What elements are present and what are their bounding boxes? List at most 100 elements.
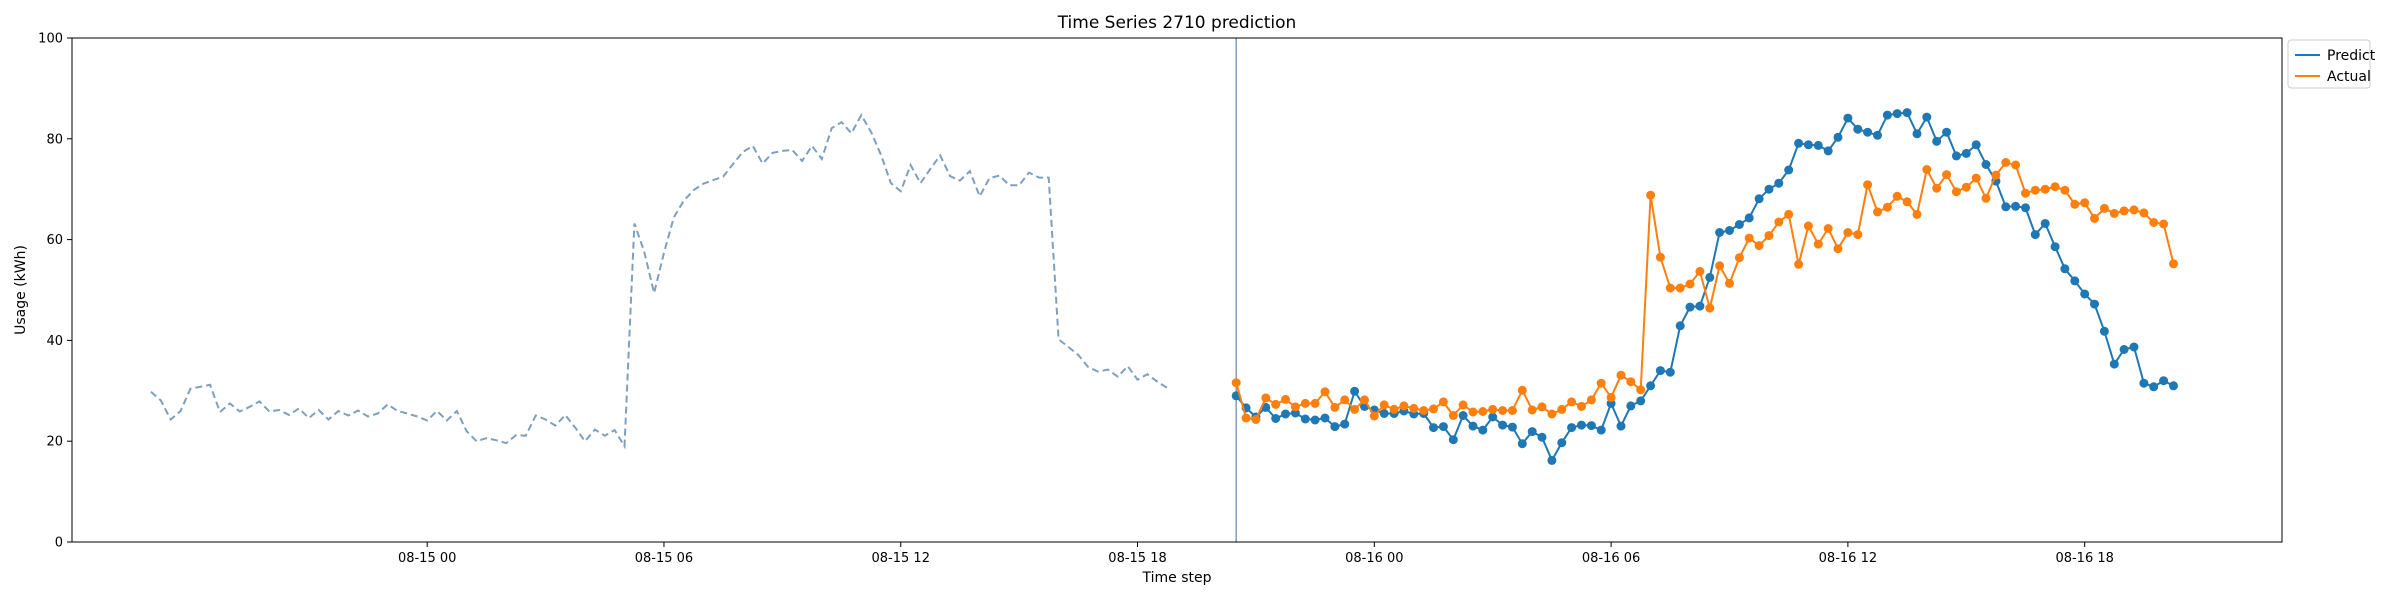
data-point-predict — [1892, 109, 1902, 119]
data-point-actual — [1971, 173, 1981, 183]
data-point-predict — [1271, 414, 1281, 423]
data-point-actual — [1360, 395, 1369, 405]
data-point-actual — [1991, 170, 2001, 180]
history-line — [150, 113, 1168, 450]
data-point-actual — [1951, 187, 1961, 197]
data-point-predict — [1675, 321, 1685, 331]
data-point-actual — [1606, 392, 1616, 402]
data-point-predict — [2109, 359, 2119, 369]
data-point-predict — [1547, 455, 1557, 465]
data-point-actual — [1715, 261, 1725, 271]
data-point-predict — [2080, 289, 2090, 299]
data-point-actual — [1488, 404, 1498, 414]
data-point-actual — [2011, 160, 2021, 170]
data-point-actual — [2169, 259, 2178, 269]
data-point-actual — [1873, 207, 1882, 217]
data-point-predict — [1951, 151, 1961, 161]
data-point-predict — [1567, 423, 1577, 433]
data-point-actual — [2050, 182, 2060, 192]
data-point-predict — [1330, 422, 1340, 432]
data-point-actual — [1557, 404, 1567, 414]
data-point-predict — [1468, 421, 1478, 431]
data-point-actual — [2021, 188, 2030, 198]
data-point-actual — [1596, 378, 1606, 388]
x-axis-label: Time step — [1142, 570, 1212, 586]
data-point-actual — [1626, 377, 1636, 387]
data-point-actual — [1685, 279, 1695, 289]
data-point-predict — [1863, 127, 1873, 137]
data-point-predict — [1695, 301, 1705, 311]
data-point-predict — [1527, 427, 1537, 437]
data-point-predict — [2050, 242, 2060, 252]
data-point-predict — [1429, 423, 1438, 433]
data-point-actual — [1705, 303, 1715, 313]
data-point-actual — [2040, 184, 2050, 194]
data-point-actual — [1468, 407, 1478, 417]
data-point-actual — [2060, 185, 2070, 195]
data-point-predict — [2040, 219, 2050, 228]
data-point-actual — [1251, 415, 1261, 424]
data-point-actual — [2070, 199, 2080, 209]
data-point-actual — [1350, 404, 1360, 414]
data-point-predict — [1774, 178, 1784, 188]
data-point-actual — [1764, 231, 1774, 241]
data-point-predict — [1379, 409, 1389, 418]
x-tick-label: 08-16 06 — [1582, 551, 1640, 566]
data-point-predict — [1725, 226, 1734, 235]
plot-frame — [71, 37, 2283, 543]
data-point-predict — [2001, 202, 2011, 212]
data-point-actual — [1271, 399, 1281, 409]
data-point-predict — [1596, 425, 1606, 435]
data-point-actual — [2099, 203, 2109, 213]
data-point-actual — [1725, 278, 1734, 288]
data-point-predict — [1507, 422, 1517, 432]
y-tick-label: 40 — [46, 334, 63, 349]
data-point-predict — [2060, 264, 2070, 274]
data-point-predict — [2159, 376, 2169, 386]
data-point-predict — [1498, 420, 1508, 430]
data-point-actual — [1655, 252, 1665, 262]
data-point-actual — [1754, 241, 1764, 251]
data-point-actual — [1241, 413, 1251, 423]
data-point-predict — [1754, 194, 1764, 204]
data-point-actual — [1853, 230, 1863, 240]
data-point-predict — [1734, 220, 1744, 229]
data-point-predict — [2030, 230, 2040, 240]
data-point-actual — [2129, 205, 2139, 215]
data-point-predict — [1902, 108, 1912, 118]
x-tick-label: 08-16 00 — [1345, 551, 1403, 566]
data-point-actual — [1744, 233, 1754, 243]
data-point-predict — [1577, 420, 1586, 430]
data-point-actual — [1863, 180, 1873, 190]
y-tick-label: 60 — [46, 233, 63, 248]
data-point-actual — [1646, 190, 1656, 200]
data-point-predict — [1340, 419, 1350, 429]
data-point-actual — [1942, 170, 1952, 180]
legend: Predict Actual — [2287, 39, 2376, 89]
data-point-predict — [1981, 160, 1991, 169]
data-point-predict — [2090, 299, 2099, 309]
data-point-predict — [2129, 342, 2139, 352]
data-point-actual — [1695, 266, 1705, 276]
data-point-predict — [2011, 201, 2021, 211]
data-point-actual — [1340, 395, 1350, 405]
data-point-actual — [1369, 411, 1379, 421]
data-point-actual — [1399, 401, 1409, 411]
data-point-predict — [1438, 422, 1448, 432]
data-point-predict — [1942, 127, 1952, 137]
legend-label-actual: Actual — [2327, 69, 2371, 85]
y-axis-label: Usage (kWh) — [13, 245, 29, 335]
data-point-actual — [2090, 213, 2099, 223]
data-point-predict — [1636, 396, 1646, 406]
x-tick-label: 08-15 18 — [1108, 551, 1166, 566]
data-point-predict — [1784, 165, 1794, 175]
data-point-actual — [1813, 239, 1823, 249]
data-point-actual — [1507, 406, 1517, 415]
data-point-actual — [1932, 183, 1942, 193]
data-point-actual — [1882, 202, 1892, 212]
data-point-actual — [1823, 224, 1833, 233]
data-point-actual — [1636, 385, 1646, 395]
data-point-predict — [1310, 415, 1320, 425]
